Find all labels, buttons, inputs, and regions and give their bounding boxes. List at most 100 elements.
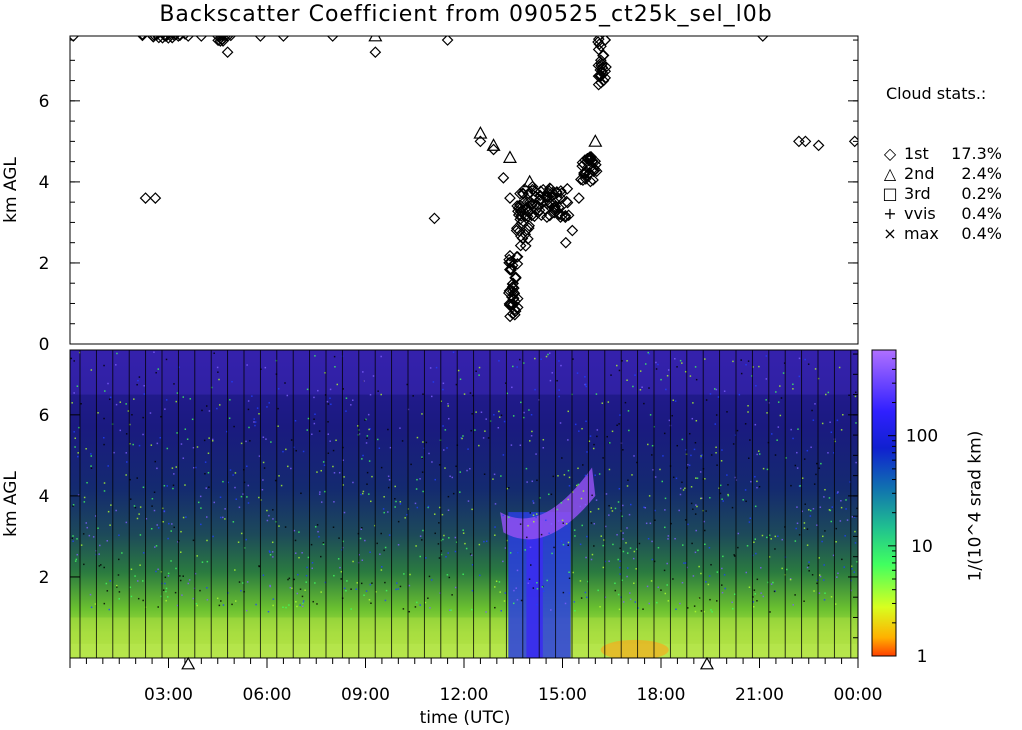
noise-speck <box>719 492 722 495</box>
noise-speck <box>524 549 526 551</box>
noise-speck <box>602 457 604 459</box>
noise-speck <box>756 600 758 602</box>
noise-speck <box>854 542 857 544</box>
noise-speck <box>607 401 610 403</box>
noise-speck <box>797 428 799 430</box>
noise-speck <box>647 443 649 446</box>
noise-speck <box>381 566 383 568</box>
noise-speck <box>462 435 464 437</box>
noise-speck <box>500 610 502 612</box>
noise-speck <box>329 397 331 399</box>
noise-speck <box>399 503 402 505</box>
cloud-stats-value: 17.3% <box>951 144 1002 163</box>
noise-speck <box>817 377 820 380</box>
noise-speck <box>192 597 194 600</box>
noise-speck <box>457 369 460 372</box>
noise-speck <box>293 578 295 581</box>
noise-speck <box>779 414 782 417</box>
cloud-stats-title: Cloud stats.: <box>886 84 987 103</box>
noise-speck <box>275 521 278 523</box>
noise-speck <box>798 534 801 536</box>
noise-speck <box>668 419 671 422</box>
cloud-1st-marker <box>511 292 524 305</box>
noise-speck <box>137 597 140 600</box>
noise-speck <box>176 392 179 394</box>
noise-speck <box>502 454 505 456</box>
noise-speck <box>201 561 204 563</box>
noise-speck <box>684 519 687 521</box>
noise-speck <box>579 505 581 508</box>
noise-speck <box>397 520 400 523</box>
noise-speck <box>439 592 442 594</box>
noise-speck <box>286 394 289 397</box>
noise-speck <box>447 403 449 405</box>
noise-speck <box>451 476 454 479</box>
cloud-1st-marker <box>518 195 531 208</box>
noise-speck <box>602 566 605 569</box>
noise-speck <box>781 567 783 570</box>
noise-speck <box>80 544 83 546</box>
cloud-stats-name: 2nd <box>904 164 935 183</box>
noise-speck <box>755 552 757 555</box>
noise-speck <box>792 388 794 390</box>
noise-speck <box>824 530 826 532</box>
noise-speck <box>242 493 244 495</box>
noise-speck <box>324 581 327 584</box>
noise-speck <box>625 542 627 544</box>
noise-speck <box>853 571 856 573</box>
noise-speck <box>592 447 595 450</box>
noise-speck <box>73 431 75 433</box>
noise-speck <box>594 474 596 477</box>
noise-speck <box>432 381 435 383</box>
noise-speck <box>506 392 508 395</box>
noise-speck <box>608 504 610 507</box>
noise-speck <box>427 597 429 599</box>
noise-speck <box>578 430 580 432</box>
noise-speck <box>313 418 315 420</box>
noise-speck <box>811 574 814 576</box>
noise-speck <box>529 564 532 566</box>
noise-speck <box>558 389 560 391</box>
noise-speck <box>285 448 287 451</box>
cloud-1st-marker <box>546 186 559 199</box>
noise-speck <box>516 366 518 368</box>
noise-speck <box>268 402 270 404</box>
noise-speck <box>421 456 423 458</box>
noise-speck <box>287 578 289 581</box>
noise-speck <box>593 443 595 446</box>
noise-speck <box>841 558 843 561</box>
noise-speck <box>164 408 166 410</box>
noise-speck <box>765 399 767 401</box>
cloud-2nd-marker <box>368 36 383 42</box>
noise-speck <box>576 372 579 374</box>
noise-speck <box>489 420 492 422</box>
noise-speck <box>119 429 122 432</box>
noise-speck <box>171 467 174 469</box>
noise-speck <box>350 404 352 406</box>
noise-speck <box>366 471 369 474</box>
noise-speck <box>442 382 445 385</box>
noise-speck <box>639 389 642 391</box>
noise-speck <box>804 358 806 361</box>
cloud-stats-row: × max 0.4% <box>876 224 1002 244</box>
noise-speck <box>586 535 588 538</box>
noise-speck <box>447 417 450 420</box>
cloud-1st-marker <box>799 135 812 148</box>
cloud-1st-marker <box>149 36 159 41</box>
noise-speck <box>648 602 651 605</box>
noise-speck <box>431 395 433 398</box>
noise-speck <box>258 413 260 415</box>
noise-speck <box>422 393 424 395</box>
noise-speck <box>618 423 620 425</box>
noise-speck <box>808 561 810 563</box>
noise-speck <box>105 582 108 585</box>
noise-speck <box>266 519 269 522</box>
noise-speck <box>714 423 717 425</box>
noise-speck <box>498 416 501 418</box>
noise-speck <box>172 487 174 490</box>
noise-speck <box>132 443 134 446</box>
precipitation-core <box>526 520 543 658</box>
noise-speck <box>238 581 241 583</box>
noise-speck <box>774 535 777 538</box>
